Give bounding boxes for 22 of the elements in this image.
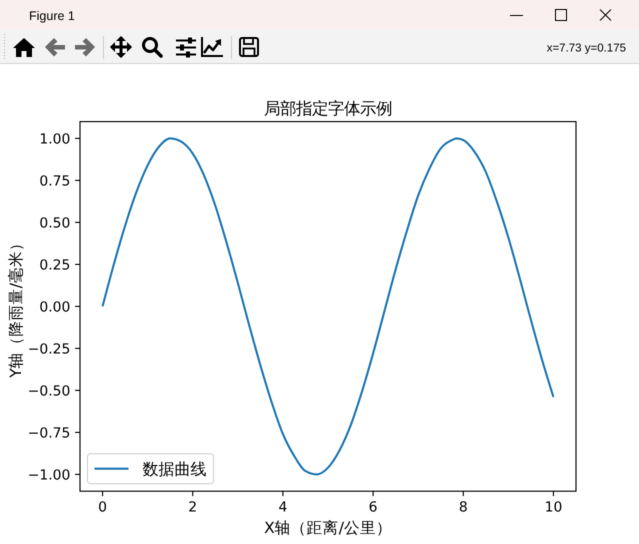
text: x=7.73 y=0.175 <box>546 42 626 54</box>
caption: Figure 1 <box>29 9 75 23</box>
x-tick-label: 10 <box>544 500 562 516</box>
x-tick-label: 4 <box>278 500 288 516</box>
y-tick-label: 0.50 <box>39 215 70 232</box>
x-tick-label: 0 <box>98 500 107 516</box>
y-axis-title: Y轴（降雨量/毫米） <box>7 235 25 379</box>
y-tick-label: −0.75 <box>28 425 70 442</box>
y-tick-label: 1.00 <box>39 131 70 148</box>
y-tick-label: 0.75 <box>39 173 70 190</box>
line-series <box>102 137 554 476</box>
y-tick-label: 0.00 <box>39 299 70 316</box>
x-tick-label: 8 <box>458 500 468 516</box>
y-tick-label: 0.25 <box>39 257 70 274</box>
y-tick-label: −0.25 <box>28 341 70 358</box>
x-tick-label: 6 <box>368 500 378 516</box>
legend-label: 数据曲线 <box>142 459 206 478</box>
x-axis-title: X轴（距离/公里） <box>264 519 392 537</box>
chart-title: 局部指定字体示例 <box>264 99 392 118</box>
x-tick-label: 2 <box>188 500 198 516</box>
y-tick-label: −1.00 <box>28 467 70 484</box>
y-tick-label: −0.50 <box>28 383 70 400</box>
